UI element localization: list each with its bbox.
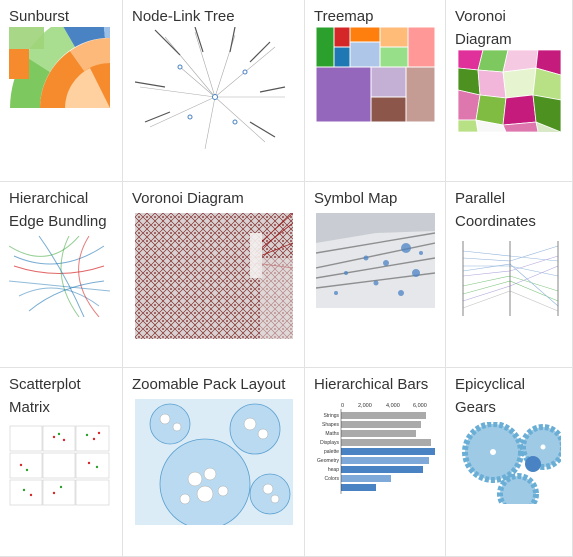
gallery-item-parallel-coordinates[interactable]: Parallel Coordinates: [446, 182, 573, 368]
gallery-item-title: Node-Link Tree: [132, 8, 235, 25]
gallery-item-title: Epicyclical Gears: [455, 376, 526, 416]
hbars-label-7: Colors: [325, 476, 340, 482]
gallery-item-title: Treemap: [314, 8, 374, 25]
epicyclical-gears-thumbnail: [458, 422, 561, 504]
treemap-thumbnail: [316, 27, 435, 122]
hbars-label-1: Shapes: [322, 422, 339, 428]
gallery-item-title: Voronoi Diagram: [132, 190, 244, 207]
hbars-label-2: Maths: [325, 431, 339, 437]
hierarchical-bars-thumbnail: 0 2,000 4,000 6,000 Strings Shapes Maths…: [316, 399, 435, 494]
hbars-label-4: palette: [324, 449, 339, 455]
gallery-item-title: Symbol Map: [314, 190, 398, 207]
node-link-tree-thumbnail: [135, 27, 293, 153]
voronoi-diagram-thumbnail: [458, 50, 561, 132]
gallery-item-epicyclical-gears[interactable]: Epicyclical Gears: [446, 368, 573, 557]
gallery-item-node-link-tree[interactable]: Node-Link Tree: [123, 0, 305, 182]
gallery-item-title: Scatterplot Matrix: [9, 376, 81, 416]
hbars-tick-1: 2,000: [358, 403, 372, 409]
hbars-label-5: Geometry: [317, 458, 339, 464]
gallery-item-title: Hierarchical Edge Bundling: [9, 190, 107, 230]
gallery-item-hierarchical-edge-bundling[interactable]: Hierarchical Edge Bundling: [0, 182, 123, 368]
gallery-item-title: Voronoi Diagram: [455, 8, 512, 48]
edge-bundling-thumbnail: [9, 236, 110, 317]
gallery-item-voronoi-diagram-large[interactable]: Voronoi Diagram: [123, 182, 305, 368]
hbars-label-3: Displays: [320, 440, 339, 446]
hbars-tick-3: 6,000: [413, 403, 427, 409]
parallel-coordinates-thumbnail: [458, 236, 561, 318]
scatterplot-matrix-thumbnail: [9, 425, 110, 506]
gallery-item-voronoi-diagram[interactable]: Voronoi Diagram: [446, 0, 573, 182]
gallery-item-zoomable-pack-layout[interactable]: Zoomable Pack Layout: [123, 368, 305, 557]
gallery-item-scatterplot-matrix[interactable]: Scatterplot Matrix: [0, 368, 123, 557]
gallery-item-title: Zoomable Pack Layout: [132, 376, 286, 393]
gallery-item-treemap[interactable]: Treemap: [305, 0, 446, 182]
hbars-label-0: Strings: [323, 413, 339, 419]
hbars-tick-0: 0: [341, 403, 344, 409]
hbars-tick-2: 4,000: [386, 403, 400, 409]
gallery-item-sunburst[interactable]: Sunburst: [0, 0, 123, 182]
gallery-item-title: Parallel Coordinates: [455, 190, 536, 230]
sunburst-thumbnail: [9, 27, 110, 108]
hbars-label-6: heap: [328, 467, 339, 473]
gallery-item-symbol-map[interactable]: Symbol Map: [305, 182, 446, 368]
voronoi-large-thumbnail: [135, 213, 293, 339]
gallery-item-title: Hierarchical Bars: [314, 376, 429, 393]
pack-layout-thumbnail: [135, 399, 293, 525]
gallery-item-title: Sunburst: [9, 8, 70, 25]
symbol-map-thumbnail: [316, 213, 435, 308]
gallery-item-hierarchical-bars[interactable]: Hierarchical Bars 0 2,000 4,000 6,000 St…: [305, 368, 446, 557]
